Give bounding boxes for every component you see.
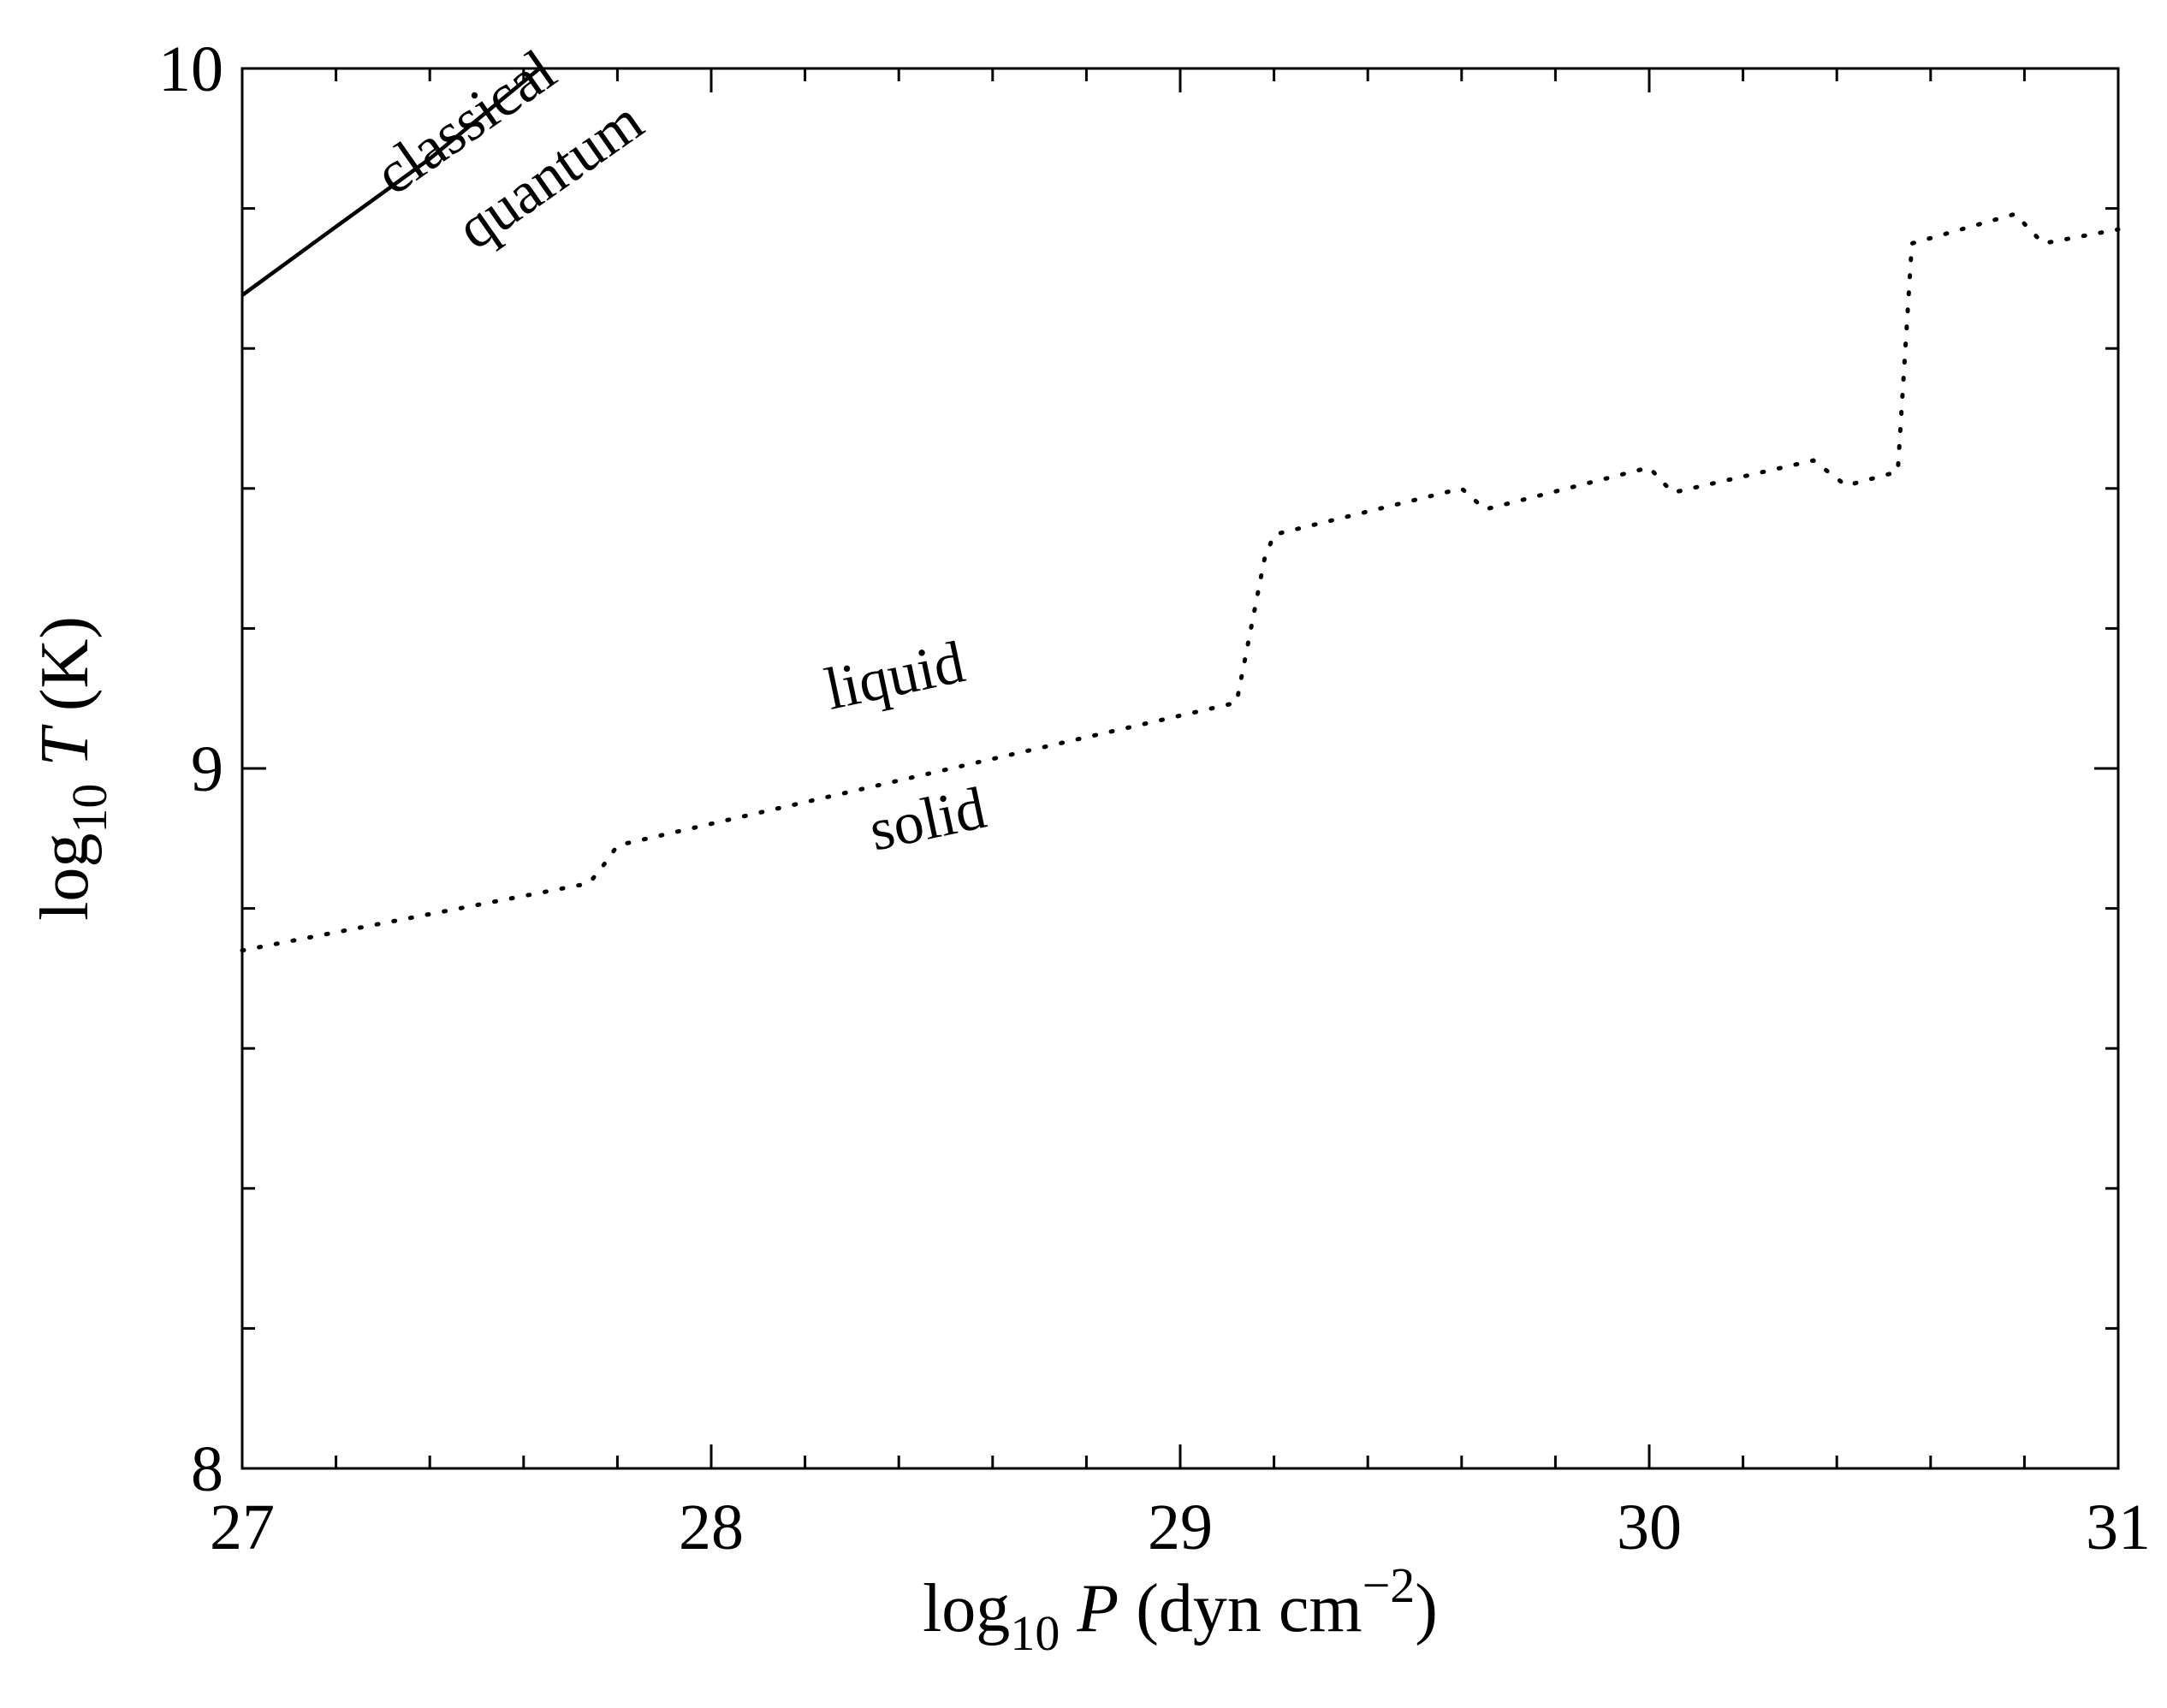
ticks-layer	[240, 67, 2120, 1470]
classical-quantum-boundary-line	[240, 67, 541, 297]
series-layer	[240, 67, 2121, 953]
annotation-solid: solid	[864, 775, 991, 864]
x-axis-label: log10 P (dyn cm−2)	[923, 1557, 1438, 1661]
y-axis-label: log10 T (K)	[27, 616, 117, 921]
y-tick-label: 10	[158, 33, 223, 105]
annotation-liquid: liquid	[820, 629, 971, 722]
tick-labels-layer: 27 28 29 30 31 8 9 10	[158, 33, 2151, 1563]
y-tick-label: 9	[191, 733, 223, 805]
x-tick-label: 29	[1148, 1492, 1213, 1563]
x-tick-label: 31	[2086, 1492, 2151, 1563]
x-tick-label: 27	[210, 1492, 275, 1563]
melting-curve-line	[240, 211, 2121, 953]
x-tick-label: 28	[679, 1492, 744, 1563]
y-tick-label: 8	[191, 1433, 223, 1505]
plot-frame	[240, 67, 2120, 1470]
x-tick-label: 30	[1617, 1492, 1682, 1563]
